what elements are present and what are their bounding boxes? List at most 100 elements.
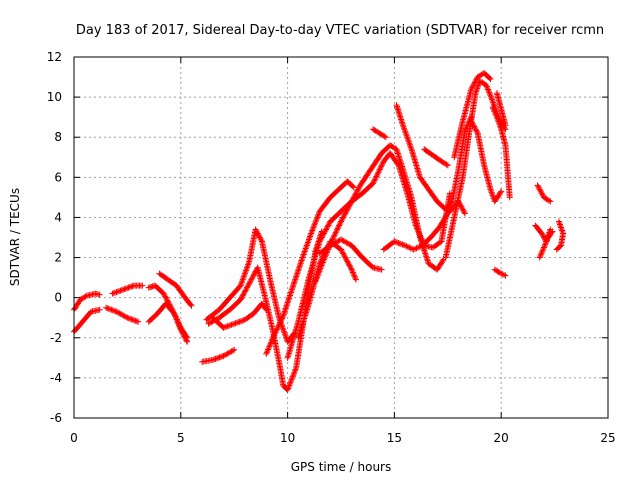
data-point: [544, 235, 551, 242]
data-point: [315, 271, 322, 278]
data-point: [313, 215, 320, 222]
data-point: [253, 227, 260, 234]
data-point: [275, 322, 282, 329]
data-point: [107, 306, 114, 313]
data-point: [330, 235, 337, 242]
data-point: [290, 370, 297, 377]
data-point: [378, 162, 385, 169]
data-point: [350, 195, 357, 202]
data-point: [128, 283, 135, 290]
y-tick-label: -2: [50, 331, 62, 345]
data-point: [183, 337, 190, 344]
data-point: [334, 225, 341, 232]
data-point: [314, 274, 321, 281]
data-point: [263, 306, 270, 313]
data-point: [289, 375, 296, 382]
data-point: [312, 218, 319, 225]
data-point: [343, 257, 350, 264]
data-point: [103, 304, 110, 311]
data-point: [272, 329, 279, 336]
data-point: [160, 290, 167, 297]
data-point: [354, 187, 361, 194]
data-point: [291, 369, 298, 376]
data-point: [322, 227, 329, 234]
data-point: [371, 177, 378, 184]
data-point: [469, 119, 476, 126]
data-point: [312, 277, 319, 284]
data-point: [278, 316, 285, 323]
data-point: [96, 291, 103, 298]
data-point: [539, 247, 546, 254]
data-point: [410, 246, 417, 253]
data-point: [499, 271, 506, 278]
data-point: [327, 240, 334, 247]
data-point: [117, 287, 124, 294]
data-point: [292, 367, 299, 374]
data-point: [322, 252, 329, 259]
plot-frame: [73, 56, 609, 419]
data-point: [538, 250, 545, 257]
y-tick-label: 8: [54, 130, 62, 144]
data-point: [336, 222, 343, 229]
data-point: [310, 223, 317, 230]
y-tick-label: 2: [54, 251, 62, 265]
data-point: [279, 315, 286, 322]
data-point: [263, 350, 270, 357]
data-point: [351, 272, 358, 279]
data-point: [535, 185, 542, 192]
data-point: [246, 280, 253, 287]
x-tick-label: 25: [600, 431, 615, 445]
data-point: [240, 317, 247, 324]
data-point: [342, 255, 349, 262]
data-point: [320, 256, 327, 263]
data-point: [335, 224, 342, 231]
data-point: [350, 184, 357, 191]
data-point: [327, 242, 334, 249]
data-point: [329, 236, 336, 243]
data-point: [172, 313, 179, 320]
data-point: [252, 226, 259, 233]
data-point: [221, 324, 228, 331]
data-point: [485, 87, 492, 94]
data-point: [490, 105, 497, 112]
data-point: [175, 320, 182, 327]
data-point: [406, 244, 413, 251]
data-point: [209, 356, 216, 363]
data-point: [352, 191, 359, 198]
data-point: [162, 293, 169, 300]
data-point: [321, 255, 328, 262]
data-point: [124, 314, 131, 321]
data-point: [82, 293, 89, 300]
data-point: [553, 246, 560, 253]
data-point: [311, 221, 318, 228]
data-point: [320, 231, 327, 238]
data-point: [338, 218, 344, 225]
data-point: [179, 330, 186, 337]
data-point: [316, 209, 323, 216]
data-point: [541, 243, 548, 250]
data-point: [496, 269, 503, 276]
data-point: [104, 305, 111, 312]
data-point: [321, 229, 328, 236]
data-point: [337, 219, 344, 226]
data-point: [443, 161, 450, 168]
data-point: [313, 275, 320, 282]
y-tick-label: 4: [54, 210, 62, 224]
data-point: [542, 240, 549, 247]
data-point: [538, 189, 545, 196]
data-point: [338, 247, 345, 254]
data-point: [232, 320, 239, 327]
data-point: [375, 169, 382, 176]
data-point: [502, 272, 509, 279]
data-point: [310, 224, 317, 231]
data-point: [289, 373, 296, 380]
data-point: [241, 289, 248, 296]
data-point: [325, 245, 332, 252]
data-point: [412, 245, 419, 252]
data-point: [239, 317, 246, 324]
data-point: [416, 243, 423, 250]
data-point: [472, 126, 479, 133]
data-point: [471, 123, 478, 130]
data-point: [349, 183, 356, 190]
data-point: [535, 183, 542, 190]
